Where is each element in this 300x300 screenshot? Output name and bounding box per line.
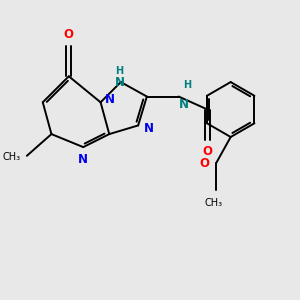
Text: N: N <box>105 93 115 106</box>
Text: N: N <box>144 122 154 135</box>
Text: O: O <box>64 28 74 41</box>
Text: N: N <box>114 76 124 88</box>
Text: N: N <box>178 98 189 111</box>
Text: H: H <box>183 80 191 90</box>
Text: H: H <box>115 66 123 76</box>
Text: N: N <box>78 154 88 166</box>
Text: O: O <box>199 157 209 169</box>
Text: CH₃: CH₃ <box>204 198 222 208</box>
Text: O: O <box>202 145 212 158</box>
Text: CH₃: CH₃ <box>3 152 21 162</box>
